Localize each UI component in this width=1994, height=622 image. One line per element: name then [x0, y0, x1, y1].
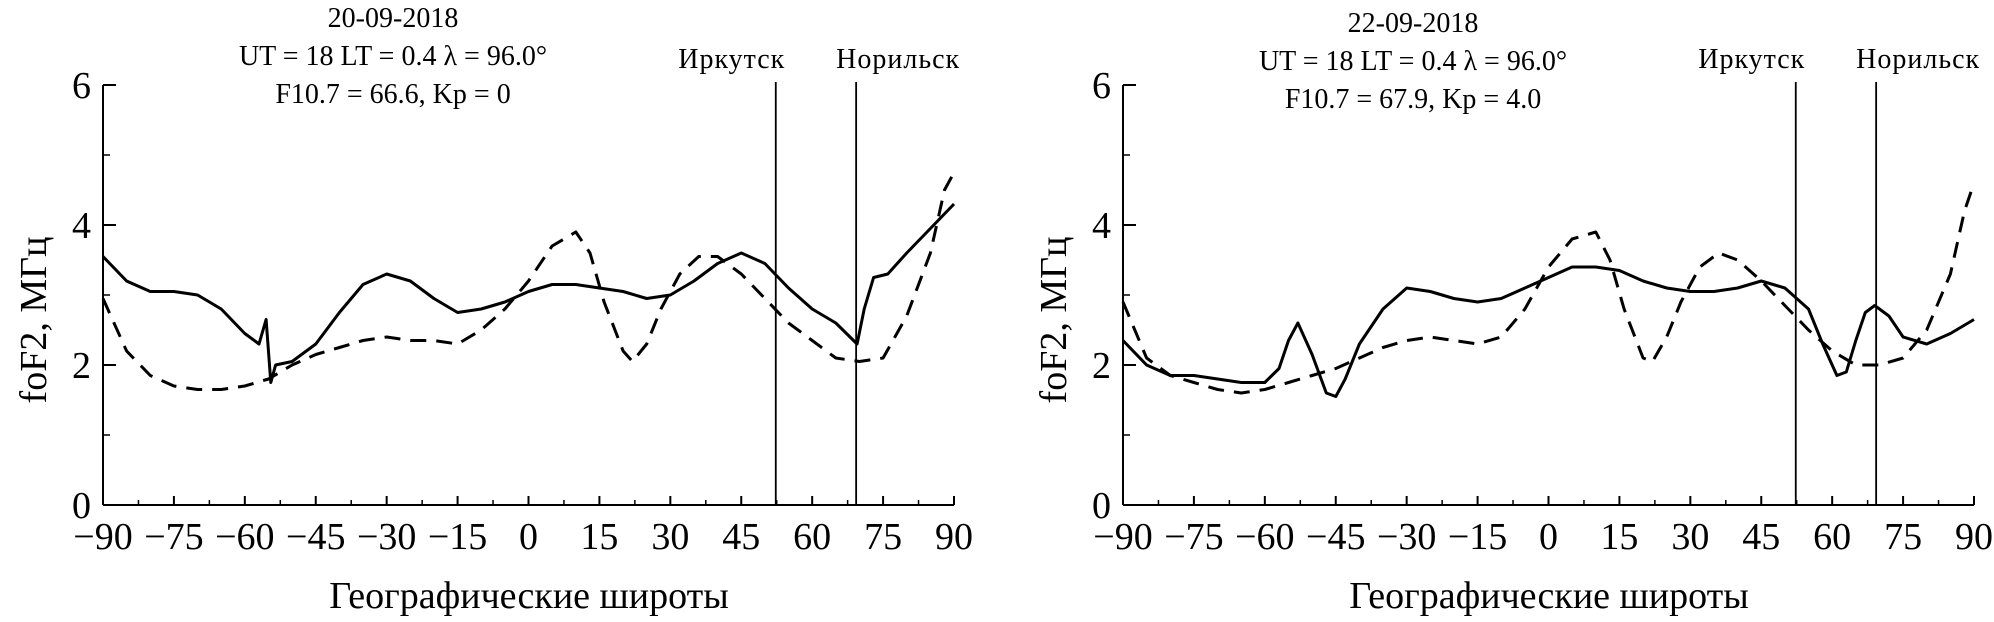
city-marker-label: Иркутск — [678, 44, 785, 75]
x-tick-label: −75 — [144, 516, 203, 558]
y-tick-label: 4 — [1092, 205, 1111, 247]
x-tick-label: 15 — [580, 516, 618, 558]
chart-header-line-1: 22-09-2018 — [1348, 8, 1479, 39]
x-tick-label: 60 — [1813, 516, 1851, 558]
chart-header-line-3: F10.7 = 66.6, Kp = 0 — [275, 79, 510, 110]
y-axis-title: foF2, МГц — [13, 237, 55, 404]
dashed-series-line — [101, 171, 956, 391]
x-axis-title: Географические широты — [1349, 575, 1749, 617]
x-tick-label: 0 — [1539, 516, 1558, 558]
x-tick-label: 90 — [935, 516, 973, 558]
chart-panel-20-09-2018: 20-09-2018 UT = 18 LT = 0.4 λ = 96.0° F1… — [13, 3, 973, 617]
y-tick-label: 2 — [72, 345, 91, 387]
chart-header-line-1: 20-09-2018 — [328, 3, 459, 34]
x-tick-label: 30 — [651, 516, 689, 558]
x-tick-label: −15 — [1448, 516, 1507, 558]
x-tick-label: −45 — [1306, 516, 1365, 558]
x-tick-label: 60 — [793, 516, 831, 558]
solid-series-line — [101, 202, 956, 384]
x-tick-label: 75 — [864, 516, 902, 558]
x-tick-label: −75 — [1164, 516, 1223, 558]
x-tick-label: −60 — [1235, 516, 1294, 558]
x-tick-label: −30 — [357, 516, 416, 558]
dashed-series-line — [1121, 182, 1976, 395]
x-tick-label: −90 — [1093, 516, 1152, 558]
y-tick-label: 0 — [72, 485, 91, 527]
x-tick-label: 0 — [519, 516, 538, 558]
x-tick-label: 15 — [1600, 516, 1638, 558]
x-tick-label: 45 — [722, 516, 760, 558]
chart-header-line-2: UT = 18 LT = 0.4 λ = 96.0° — [1259, 46, 1567, 77]
chart-panel-22-09-2018: 22-09-2018 UT = 18 LT = 0.4 λ = 96.0° F1… — [1033, 8, 1993, 617]
x-tick-label: 75 — [1884, 516, 1922, 558]
city-marker-label: Иркутск — [1698, 44, 1805, 75]
x-tick-label: 45 — [1742, 516, 1780, 558]
chart-header-line-2: UT = 18 LT = 0.4 λ = 96.0° — [239, 41, 547, 72]
solid-series-line — [1121, 265, 1975, 398]
x-tick-label: 90 — [1955, 516, 1993, 558]
y-tick-label: 2 — [1092, 345, 1111, 387]
y-tick-label: 0 — [1092, 485, 1111, 527]
y-tick-label: 6 — [1092, 65, 1111, 107]
y-tick-label: 4 — [72, 205, 91, 247]
x-tick-label: −90 — [73, 516, 132, 558]
x-tick-label: −45 — [286, 516, 345, 558]
y-tick-label: 6 — [72, 65, 91, 107]
city-marker-label: Норильск — [836, 44, 960, 75]
city-marker-label: Норильск — [1856, 44, 1980, 75]
x-tick-label: 30 — [1671, 516, 1709, 558]
x-tick-label: −60 — [215, 516, 274, 558]
x-tick-label: −30 — [1377, 516, 1436, 558]
x-tick-label: −15 — [428, 516, 487, 558]
x-axis-title: Географические широты — [329, 575, 729, 617]
y-axis-title: foF2, МГц — [1033, 237, 1075, 404]
chart-header-line-3: F10.7 = 67.9, Kp = 4.0 — [1285, 84, 1541, 115]
